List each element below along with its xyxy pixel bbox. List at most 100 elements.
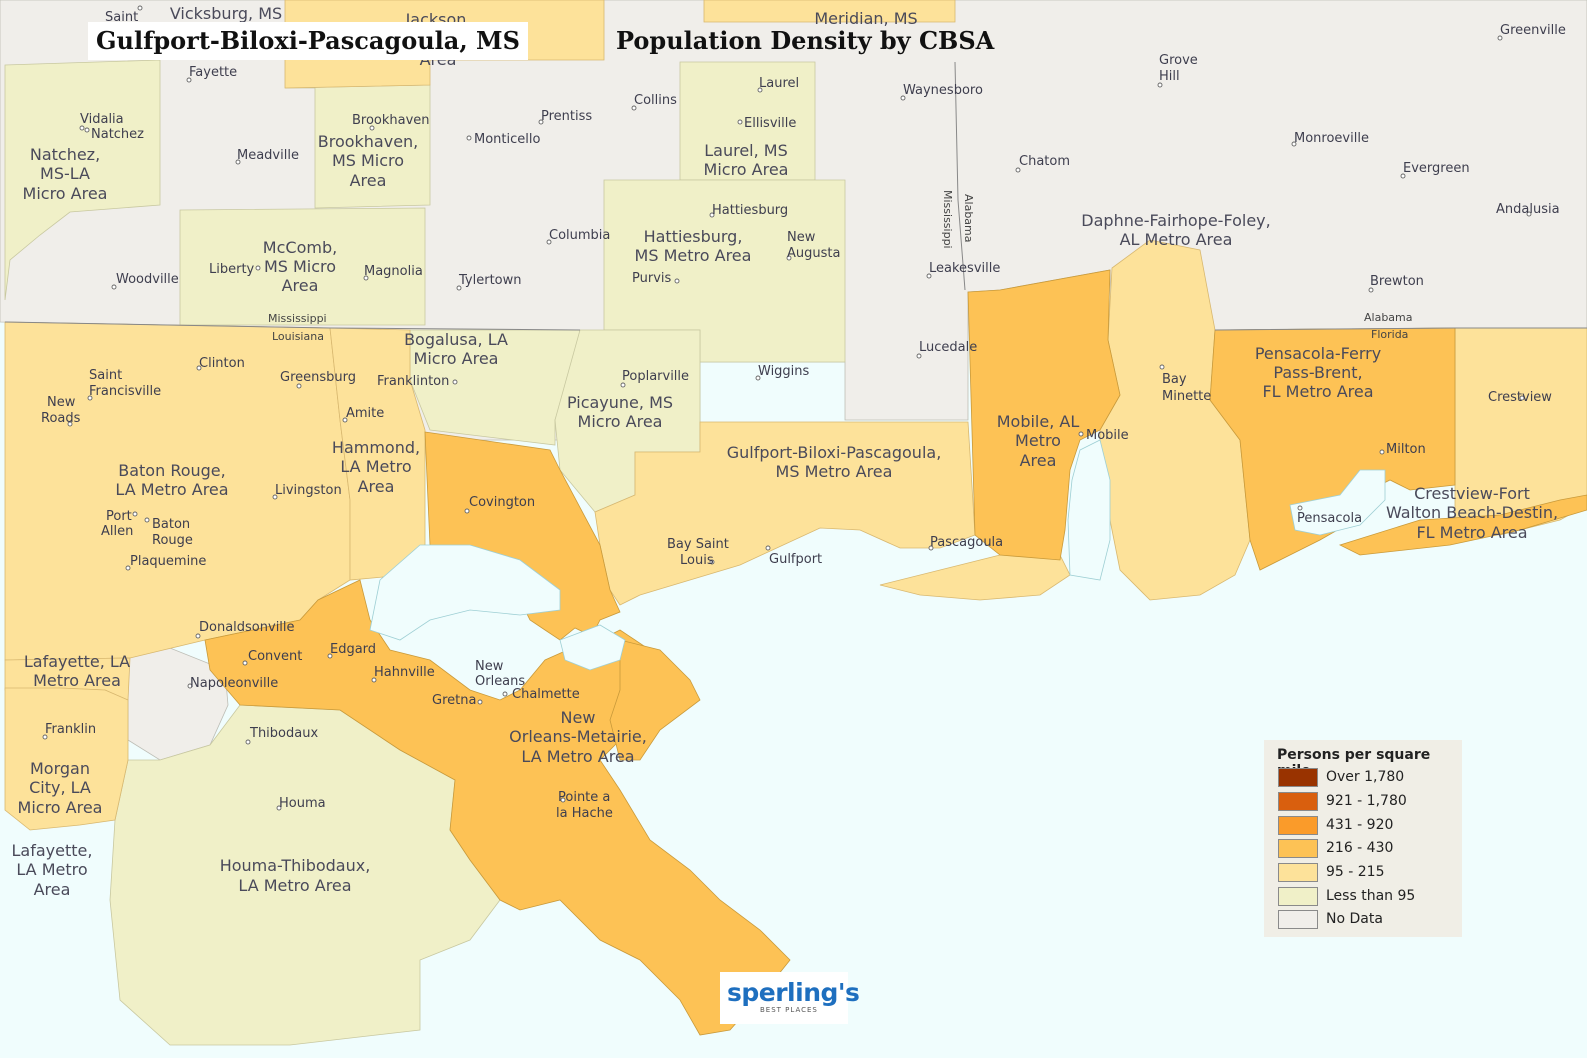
city-marker [186, 77, 192, 83]
region-label: LA Metro Area [238, 876, 351, 895]
region-label: Bogalusa, LA [404, 330, 508, 349]
state-label: Mississippi [268, 312, 327, 325]
logo-tagline: BEST PLACES [760, 1006, 818, 1014]
region-label: Daphne-Fairhope-Foley, [1081, 211, 1270, 230]
city-marker [1157, 82, 1163, 88]
region-label: LA Metro [340, 457, 411, 476]
region-label: MS Metro Area [776, 462, 893, 481]
logo-wordmark: sperling's [727, 978, 860, 1007]
city-label: Collins [634, 93, 677, 108]
city-label: Convent [248, 649, 302, 664]
city-label: Waynesboro [903, 83, 983, 98]
city-marker [144, 517, 150, 523]
city-label: New [787, 230, 816, 245]
city-marker [276, 805, 282, 811]
city-marker [1015, 167, 1021, 173]
legend-swatch [1278, 887, 1318, 906]
city-marker [132, 511, 138, 517]
city-label: Saint [89, 368, 122, 383]
city-marker [1291, 141, 1297, 147]
city-label: Hattiesburg [712, 203, 788, 218]
legend-label: Over 1,780 [1326, 769, 1405, 785]
city-marker [84, 127, 90, 133]
sperlings-logo: sperling's BEST PLACES [720, 972, 860, 1024]
region-label: AL Metro Area [1120, 230, 1233, 249]
regions-less-than-95 [4, 59, 846, 1046]
region-morgan-city [4, 687, 129, 831]
region-label: Micro Area [18, 798, 103, 817]
city-marker [546, 239, 552, 245]
region-label: Metro Area [33, 671, 121, 690]
city-markers [42, 5, 1532, 811]
city-label: Edgard [330, 642, 376, 657]
city-label: Laurel [759, 76, 799, 91]
legend-label: Less than 95 [1326, 888, 1416, 904]
region-label: Gulfport-Biloxi-Pascagoula, [727, 443, 942, 462]
city-label: Pointe a [558, 790, 610, 805]
city-label: Liberty [209, 262, 255, 277]
region-label: Meridian, MS [814, 9, 917, 28]
city-label: Bay [1162, 372, 1187, 387]
city-label: Tylertown [458, 273, 522, 288]
region-label: City, LA [29, 778, 91, 797]
city-marker [757, 87, 763, 93]
boundary-ms-al [954, 61, 966, 291]
city-marker [786, 255, 792, 261]
city-label: Clinton [199, 356, 245, 371]
city-marker [737, 119, 743, 125]
region-label: LA Metro Area [521, 747, 634, 766]
city-label: Mobile [1086, 428, 1129, 443]
city-marker [916, 353, 922, 359]
region-gulfport [594, 421, 976, 606]
pensacola-bay [1289, 469, 1386, 536]
legend-label: 216 - 430 [1326, 840, 1394, 856]
city-marker [709, 559, 715, 565]
region-label: Micro Area [414, 349, 499, 368]
city-label: Evergreen [1403, 161, 1470, 176]
city-label: Augusta [787, 246, 840, 261]
city-label: New [47, 395, 76, 410]
boundary-al-fl [1214, 327, 1587, 331]
city-label: Natchez [91, 127, 144, 142]
region-label: Mobile, AL [997, 412, 1080, 431]
legend-swatch [1278, 863, 1318, 882]
region-label: Metro [1015, 431, 1061, 450]
city-label: Franklin [45, 722, 96, 737]
city-label: Vidalia [80, 112, 124, 127]
region-label: Area [282, 276, 319, 295]
city-label: Chalmette [512, 687, 580, 702]
city-marker [765, 545, 771, 551]
city-label: Livingston [275, 483, 342, 498]
city-marker [900, 95, 906, 101]
city-marker [466, 135, 472, 141]
city-marker [137, 5, 143, 11]
region-label: Pensacola-Ferry [1255, 344, 1381, 363]
legend-swatch [1278, 816, 1318, 835]
city-label: Monroeville [1294, 131, 1369, 146]
nodata-land-napoleonville [127, 647, 229, 761]
boundary-la-ms [4, 321, 581, 331]
city-label: Leakesville [929, 261, 1000, 276]
city-label: Gretna [432, 693, 476, 708]
region-label: Laurel, MS [704, 141, 788, 160]
region-label: FL Metro Area [1416, 523, 1527, 542]
city-marker [79, 125, 85, 131]
city-label: Gulfport [769, 552, 822, 567]
city-label: Covington [469, 495, 535, 510]
region-label: Micro Area [23, 184, 108, 203]
region-label: McComb, [263, 238, 337, 257]
legend-swatch [1278, 910, 1318, 929]
city-label: Port [106, 509, 132, 524]
region-label: Area [350, 171, 387, 190]
region-crestview-coast [1338, 494, 1587, 556]
legend-label: 921 - 1,780 [1326, 793, 1407, 809]
city-marker [631, 105, 637, 111]
state-labels: Mississippi Louisiana Mississippi Alabam… [268, 190, 1413, 343]
region-mobile [967, 269, 1121, 561]
city-label: Meadville [237, 148, 299, 163]
city-label: Baton [152, 517, 190, 532]
city-marker [560, 797, 566, 803]
state-label: Alabama [1364, 311, 1413, 324]
region-label: Area [34, 880, 71, 899]
